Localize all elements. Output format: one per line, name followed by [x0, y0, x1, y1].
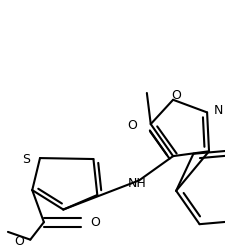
Text: S: S: [22, 153, 30, 166]
Text: O: O: [127, 119, 137, 131]
Text: NH: NH: [127, 177, 146, 190]
Text: O: O: [170, 89, 180, 102]
Text: N: N: [213, 104, 222, 117]
Text: O: O: [15, 235, 25, 248]
Text: O: O: [90, 216, 100, 229]
